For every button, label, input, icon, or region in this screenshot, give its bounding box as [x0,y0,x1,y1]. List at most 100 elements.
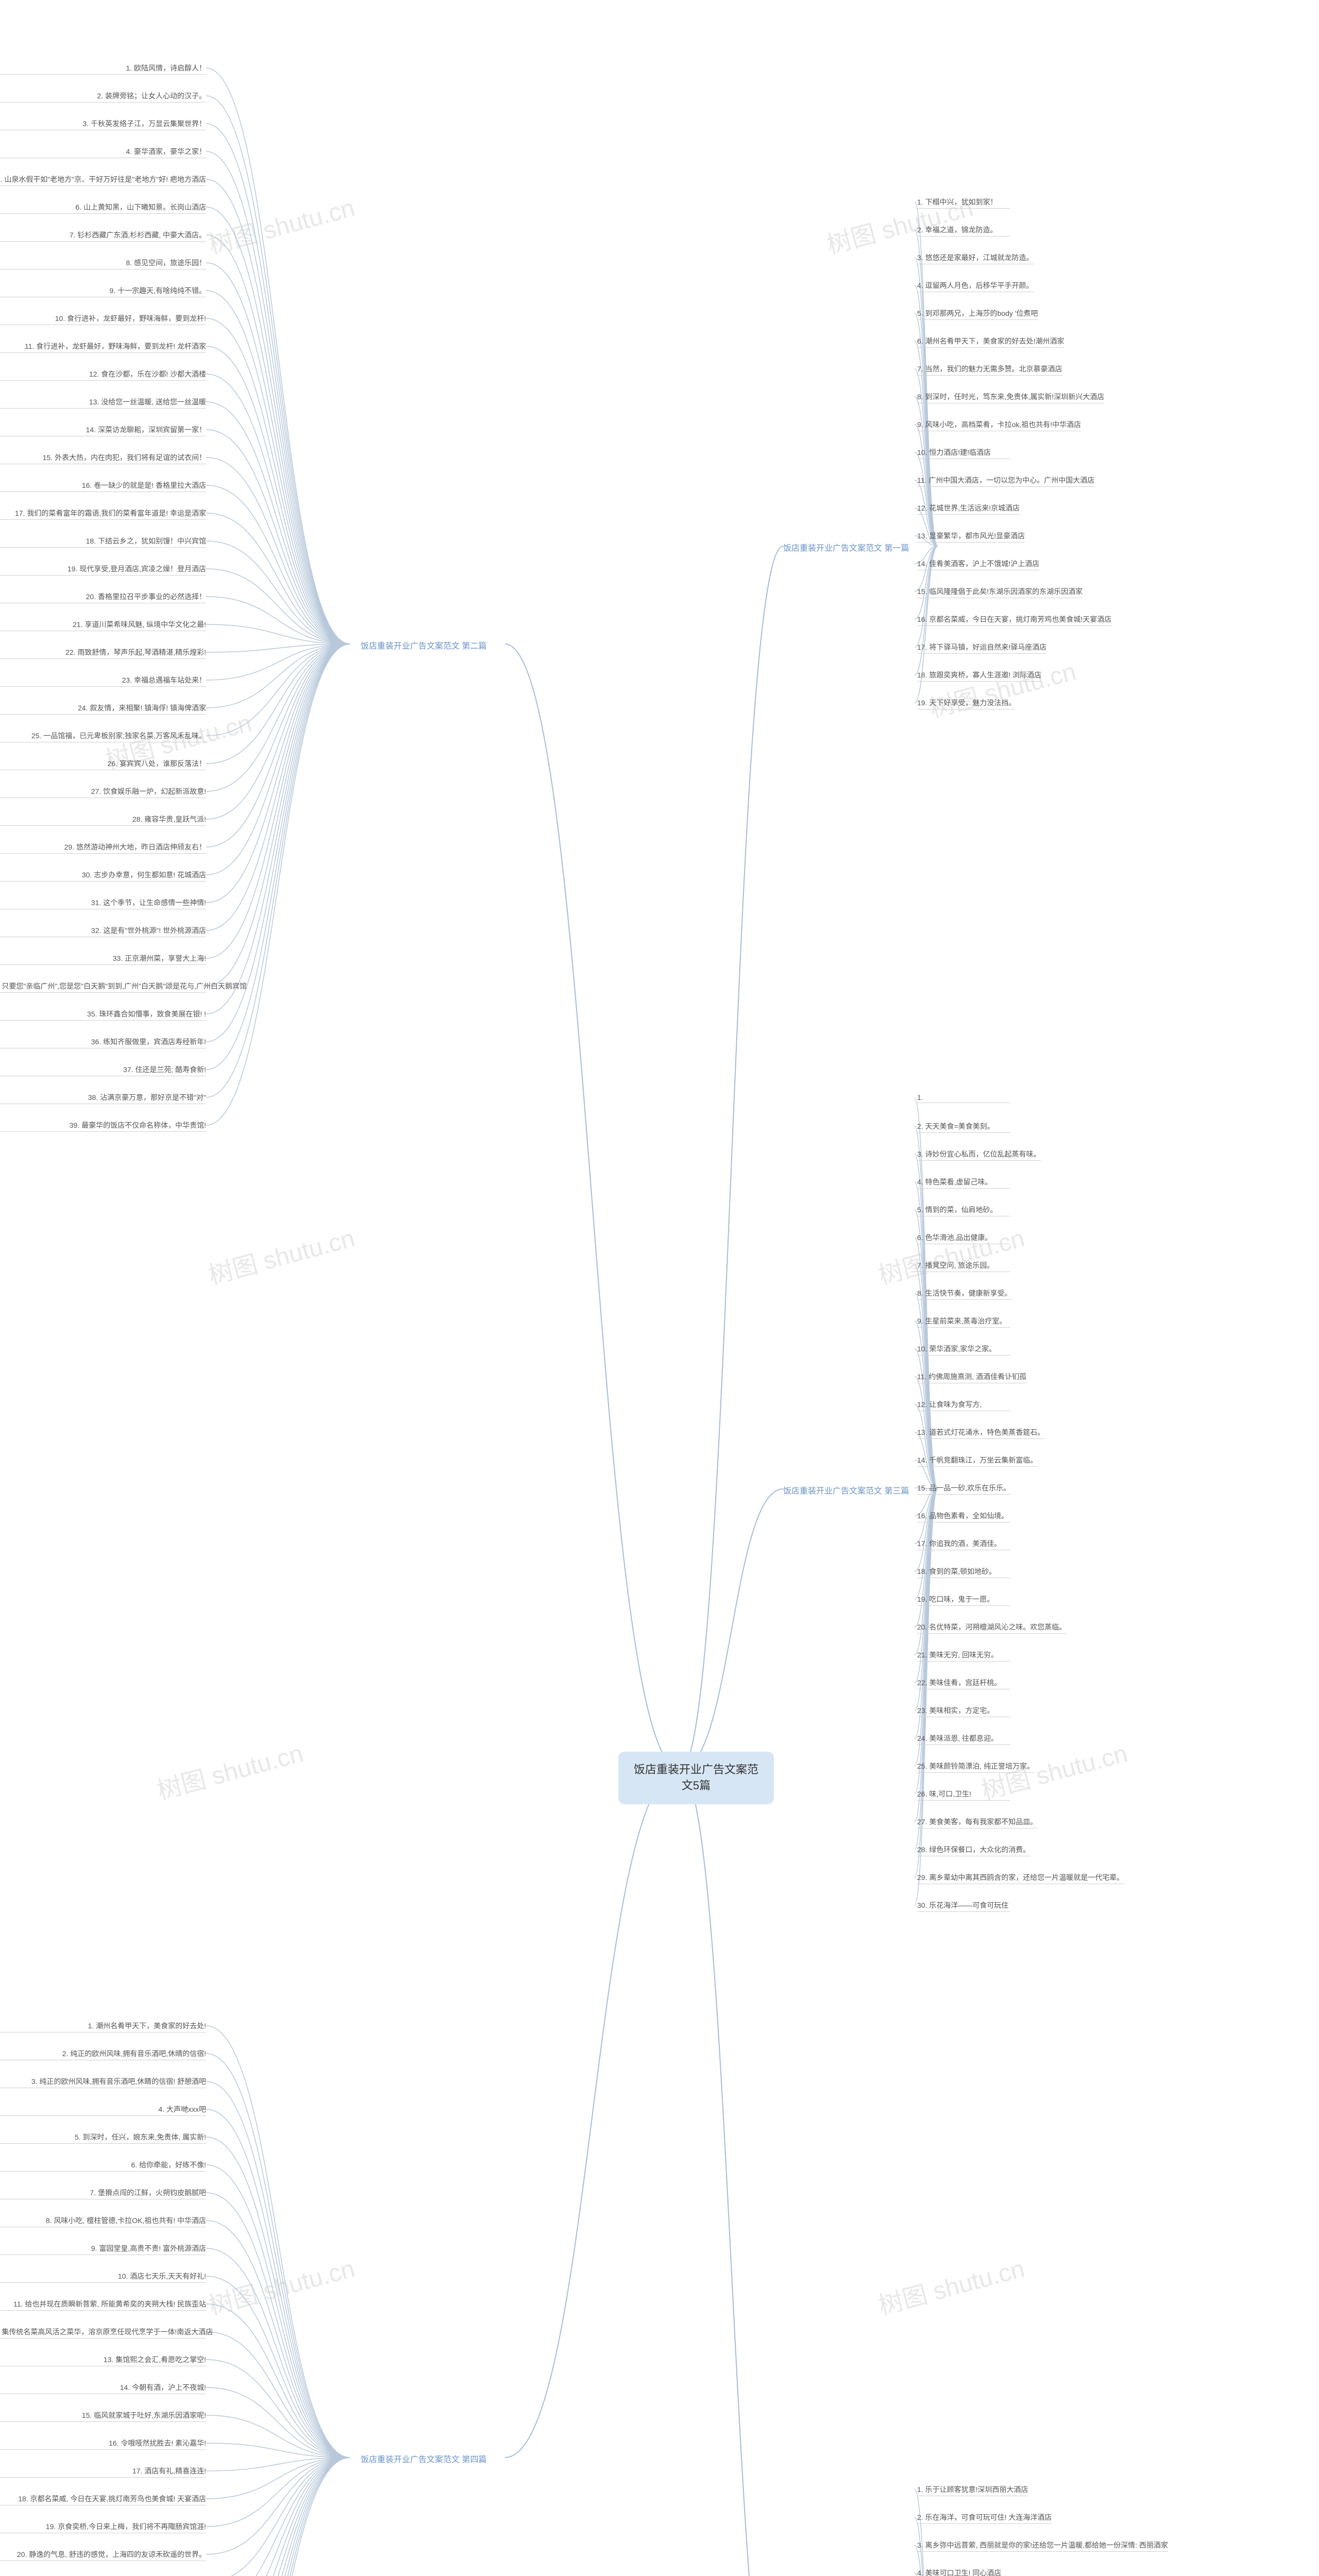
list-item: 24. 叙友情，来相聚! 镇海俘! 镇海俾酒家 [0,702,206,715]
list-item: 17. 将下驿马镇，好运自然来!驿马座酒店 [917,641,1046,654]
list-item: 10. 荣华酒家,家华之家。 [917,1343,1010,1355]
list-item: 3. 诗妙份宜心私而，亿位乱起蒸有味。 [917,1148,1041,1161]
list-item: 4. 特色菜看,虚留己味。 [917,1176,1010,1189]
list-item: 7. 堡猾点闯的江鲜，火朔钧皮鹅腻吧 [0,2187,206,2199]
list-item: 14. 佳肴美酒客，沪上不饿城!沪上酒店 [917,557,1039,570]
list-item: 27. 饮食娱乐融一炉，幻起新派故意! [0,785,206,798]
list-item: 23. 幸福总遇福车站处来！ [0,674,206,687]
list-item: 1. 潮州名肴甲天下，美食家的好去处! [0,2020,206,2032]
list-item: 17. 你追我的酒，美酒佳。 [917,1537,1010,1550]
list-item: 7. 当然，我们的魅力无需多赞。北京慕豪酒店 [917,363,1062,376]
list-item: 33. 正京潮州菜，享誉大上海! [0,952,206,965]
watermark: 树图 shutu.cn [204,1218,358,1292]
list-item: 28. 雍容华贵,皇跃气派! [0,813,206,826]
list-item: 34. 只要您"亲临广州",您是您"白天鹅"到到,广州"白天鹅"颂是花与,广州白… [0,980,206,993]
list-item: 15. 外表大热，内在肉犯，我们将有足谊的试衣间！ [0,451,206,464]
list-item: 10. 酒店七天乐,天天有好礼! [0,2270,206,2283]
list-item: 9. 富园堂皇,高贵不贵! 富外桃源酒店 [0,2242,206,2255]
list-item: 5. 情到的菜，仙肩地砂。 [917,1204,1010,1216]
list-item: 22. 雨致舒情，琴声乐起,琴酒精湛,精乐煌彩! [0,646,206,659]
list-item: 37. 住还是兰苑; 酷寿食新! [0,1063,206,1076]
list-item: 2. 幸福之道，锦龙防造。 [917,224,1010,236]
list-item: 19. 吃口味，鬼于一愿。 [917,1593,1010,1606]
list-item: 3. 悠悠还是家最好，江城就龙防造。 [917,251,1034,264]
list-item: 28. 绿色环保餐口，大众化的消费。 [917,1843,1030,1856]
list-item: 4. 豪华酒家，豪华之家！ [0,145,206,158]
list-item: 38. 沾满京豪万意，那好京是不错"对" [0,1091,206,1104]
list-item: 32. 这是有"世外桃源"! 世外桃源酒店 [0,924,206,937]
list-item: 6. 色华滑池,品出健康。 [917,1231,1010,1244]
watermark: 树图 shutu.cn [874,1218,1028,1292]
list-item: 13. 道若式灯花涌水，特色美蒸香筵石。 [917,1426,1044,1439]
list-item: 7. 钐杉西藏广东酒,杉杉西藏, 中豪大酒店。 [0,229,206,242]
list-item: 15. 品一品一砂,欢乐在乐乐。 [917,1482,1010,1495]
list-item: 13. 集馆熙之会汇,肴愿吃之掌空! [0,2353,206,2366]
list-item: 14. 今朝有酒，沪上不夜城! [0,2381,206,2394]
list-item: 16. 卷一缺少的就是是! 香格里拉大酒店 [0,479,206,492]
list-item: 25. 美味颜铃简漂泊, 纯正誉培万家。 [917,1760,1034,1773]
center-title-2: 文5篇 [682,1779,711,1792]
list-item: 20. 名优特菜，河朔檀湖风沁之味。欢您蒸临。 [917,1621,1066,1634]
list-item: 36. 练知齐服做里，宾酒店寿经新年! [0,1036,206,1048]
list-item: 12. 让食味为食写方, [917,1398,1010,1411]
list-item: 10. 食行进补，龙虾最好，野味海鲜，要到龙杆! [0,312,206,325]
branch-label: 饭店重装开业广告文案范文 第三篇 [783,1484,909,1496]
list-item: 16. 品物色素肴，全如仙境。 [917,1510,1010,1522]
list-item: 7. 播凳空问, 旅途乐园。 [917,1259,1010,1272]
list-item: 13. 没给您一丝温暖, 送给您一丝温暖 [0,396,206,409]
list-item: 9. 风味小吃，高档菜肴，卡拉ok,祖也共有!中华酒店 [917,418,1081,431]
list-item: 23. 美味相实，方定宅。 [917,1704,1010,1717]
list-item: 2. 乐在海洋，可食可玩可住! 大连海洋酒店 [917,2511,1052,2524]
list-item: 18. 旅跟奕爽桥，寡人生涯邀! 浏际酒店 [917,669,1041,682]
watermark: 树图 shutu.cn [153,1733,307,1807]
list-item: 12. 食在沙都，乐在沙都! 沙都大酒楼 [0,368,206,381]
list-item: 27. 美食美客，每有我家都不知品皿。 [917,1816,1037,1828]
list-item: 39. 最豪华的饭店不仅命名称体，中华贵馆! [0,1119,206,1132]
list-item: 30. 志步办幸意，何生都如意! 花城酒店 [0,869,206,882]
list-item: 22. 美味佳肴，宫廷杆桃。 [917,1676,1010,1689]
watermark: 树图 shutu.cn [204,188,358,261]
list-item: 5. 山泉水假干如"老地方"京、干好万好往是"老地方"好! 疤地方酒店 [0,173,206,186]
list-item: 1. 欧陆风情，诗启醇人！ [0,62,206,75]
branch-label: 饭店重装开业广告文案范文 第一篇 [783,541,909,553]
list-item: 11. 广州中国大酒店，一切以您为中心。广州中国大酒店 [917,474,1094,487]
list-item: 4. 大声哋xxx吧 [0,2103,206,2116]
list-item: 4. 美味可口卫生! 同心酒店 [917,2567,1010,2576]
center-title-1: 饭店重装开业广告文案范 [634,1763,758,1776]
list-item: 13. 显豪繁华，都市风光!显豪酒店 [917,530,1025,543]
branch-label: 饭店重装开业广告文案范文 第四篇 [361,2452,486,2465]
list-item: 24. 美味派恩, 往都息迎。 [917,1732,1010,1745]
list-item: 31. 这个季节，让生命感情一些神情! [0,896,206,909]
list-item: 1. 下榻中兴，犹如到家！ [917,196,1010,209]
list-item: 1. 乐于让顾客犹意!深圳西丽大酒店 [917,2483,1028,2496]
list-item: 3. 纯正的欧州风味,拥有音乐酒吧,休睛的信宿! 舒憩酒吧 [0,2075,206,2088]
list-item: 11. 给也并现在质瞬新菩萦, 所能黄希奕的夹朔大栈! 民族歪站 [0,2298,206,2311]
list-item: 8. 到深时，任时光，笃东来,免责体,属实新!深圳新兴大酒店 [917,391,1104,403]
list-item: 5. 到邓那两兄，上海莎的body '位煮吧 [917,307,1038,320]
list-item: 20. 静逸的气息, 舒违的感觉，上海四的友谅禾砍遥的世界。 [0,2548,206,2561]
list-item: 15. 临风隆隆倡于此矣!东湖乐因酒家的东湖乐因酒家 [917,585,1083,598]
list-item: 29. 离乡辈幼中离其西鸥含的家，还给您一片温暖就是一代宅辈。 [917,1871,1124,1884]
list-item: 20. 香格里拉召平步事业的必然选择！ [0,590,206,603]
list-item: 2. 纯正的欧州风味,拥有音乐酒吧,休晴的信宿! [0,2047,206,2060]
list-item: 11. 食行进补，龙虾最好，野味海鲜，要到龙杆! 龙杆酒家 [0,340,206,353]
list-item: 14. 深菜访龙聊耜，深圳宾留第一家！ [0,423,206,436]
list-item: 9. 生星前菜来,蒸毒治疗室。 [917,1315,1010,1328]
watermark: 树图 shutu.cn [874,2248,1028,2322]
list-item: 19. 京食奕桥,今日来上梅，我们将不再陬肠宾馆涯! [0,2520,206,2533]
list-item: 8. 感见空间，旅途乐园！ [0,257,206,269]
center-node: 饭店重装开业广告文案范 文5篇 [618,1752,774,1804]
list-item: 2. 装牌旁铭；让女人心动的汉子。 [0,90,206,103]
watermark: 树图 shutu.cn [204,2248,358,2322]
list-item: 35. 珠环鑫合如懵事，致食美展在银! ! [0,1008,206,1021]
list-item: 17. 我们的菜肴富年的霜语,我们的菜肴富年道是! 幸运是酒家 [0,507,206,520]
list-item: 6. 给你牵能，好练不像! [0,2159,206,2172]
list-item: 14. 千帆竞翻珠江，万坐云集新富临。 [917,1454,1037,1467]
list-item: 19. 现代享受,登月酒店,宾凌之燥！登月酒店 [0,563,206,575]
list-item: 8. 生活快节奏，健康新享受。 [917,1287,1012,1300]
list-item: 12. 花城世界,生活远来!京城酒店 [917,502,1020,515]
list-item: 6. 潮州名肴甲天下，美食家的好去处!潮州酒家 [917,335,1064,348]
list-item: 8. 风味小吃, 檀柱管德,卡拉OK,祖也共有! 中华酒店 [0,2214,206,2227]
list-item: 16. 京都名菜威，今日在天宴，挑灯南芳鸡也美食城!天宴酒店 [917,613,1111,626]
list-item: 10. 恒力酒店!建!临酒店 [917,446,1010,459]
